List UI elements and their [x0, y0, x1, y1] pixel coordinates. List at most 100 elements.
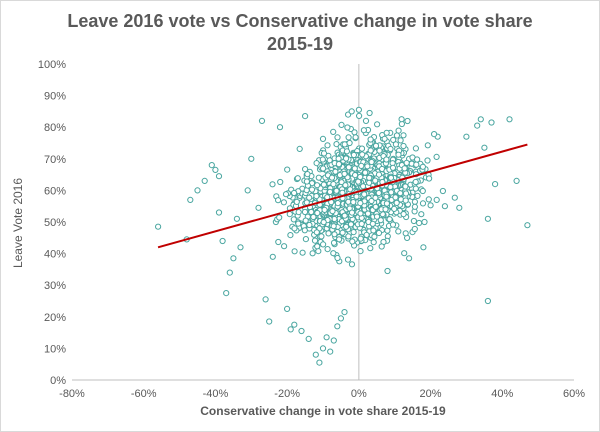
data-point — [368, 197, 375, 205]
data-point — [377, 217, 384, 224]
data-point — [424, 142, 431, 149]
data-point — [341, 141, 348, 148]
data-point — [338, 121, 345, 129]
data-point — [308, 208, 315, 216]
data-point — [313, 229, 320, 236]
data-point — [262, 296, 269, 303]
data-point — [374, 121, 381, 128]
data-point — [314, 209, 321, 217]
data-point — [349, 238, 356, 245]
data-point — [419, 163, 426, 170]
data-point — [402, 183, 409, 190]
data-point — [367, 136, 374, 143]
data-point — [433, 153, 440, 160]
x-tick-label: -80% — [59, 388, 85, 400]
data-point — [323, 334, 330, 341]
data-point — [411, 198, 418, 205]
data-point — [402, 197, 409, 204]
data-point — [389, 221, 397, 228]
data-point — [345, 233, 352, 240]
data-point — [286, 211, 293, 218]
data-point — [341, 212, 348, 219]
data-point — [155, 223, 162, 230]
data-point — [348, 209, 356, 216]
data-point — [348, 108, 355, 115]
data-point — [350, 199, 357, 206]
chart-title: Leave 2016 vote vs Conservative change i… — [1, 10, 599, 56]
data-point — [412, 145, 419, 152]
data-point — [309, 250, 316, 257]
data-point — [360, 127, 367, 134]
data-point — [484, 297, 491, 305]
data-point — [301, 208, 309, 216]
data-point — [362, 169, 369, 176]
data-point — [305, 335, 312, 342]
data-point — [439, 187, 446, 195]
data-point — [406, 255, 413, 262]
x-axis-title: Conservative change in vote share 2015-1… — [200, 404, 446, 418]
data-point — [319, 135, 327, 142]
data-point — [383, 129, 390, 136]
data-point — [341, 309, 348, 316]
data-point — [275, 197, 282, 204]
data-point — [298, 327, 305, 335]
trend-line — [157, 143, 528, 249]
data-point — [411, 203, 418, 210]
data-point — [456, 204, 463, 211]
data-point — [358, 220, 365, 227]
data-point — [321, 206, 328, 213]
data-point — [344, 124, 351, 131]
data-point — [418, 211, 425, 218]
data-point — [376, 147, 383, 154]
data-point — [315, 174, 322, 181]
chart-title-line-1: Leave 2016 vote vs Conservative change i… — [67, 11, 533, 31]
data-point — [441, 203, 448, 210]
data-point — [357, 210, 364, 217]
data-point — [334, 134, 341, 141]
data-point — [383, 156, 390, 163]
data-point — [356, 112, 363, 120]
data-point — [230, 255, 237, 262]
data-point — [335, 161, 342, 168]
data-point — [301, 227, 308, 234]
data-point — [392, 194, 399, 201]
data-point — [400, 142, 407, 150]
data-point — [427, 202, 434, 209]
data-point — [484, 215, 491, 222]
data-point — [313, 160, 320, 167]
x-tick-label: -20% — [274, 388, 300, 400]
data-point — [386, 216, 393, 223]
data-point — [266, 318, 273, 325]
data-point — [370, 239, 377, 246]
data-point — [402, 230, 409, 237]
data-point — [403, 159, 410, 166]
data-point — [391, 205, 398, 212]
data-point — [397, 137, 404, 144]
data-point — [244, 187, 251, 194]
data-point — [410, 217, 417, 225]
data-point — [316, 359, 323, 366]
data-point — [341, 170, 348, 177]
data-point — [371, 233, 378, 240]
data-point — [481, 144, 488, 151]
data-point — [362, 117, 370, 125]
data-point — [280, 199, 287, 206]
data-point — [400, 211, 407, 218]
data-point — [366, 179, 373, 186]
data-point — [337, 315, 344, 322]
data-point — [397, 190, 404, 197]
data-point — [291, 189, 298, 197]
data-point — [284, 305, 291, 312]
data-point — [506, 116, 513, 123]
data-point — [313, 193, 320, 200]
data-point — [335, 155, 342, 162]
data-point — [358, 145, 366, 152]
data-point — [306, 221, 313, 229]
y-tick-label: 0% — [50, 375, 66, 387]
data-point — [426, 175, 433, 182]
data-point — [329, 208, 336, 215]
data-point — [395, 151, 402, 158]
data-point — [334, 323, 341, 330]
data-point — [219, 237, 226, 245]
data-point — [269, 181, 276, 188]
